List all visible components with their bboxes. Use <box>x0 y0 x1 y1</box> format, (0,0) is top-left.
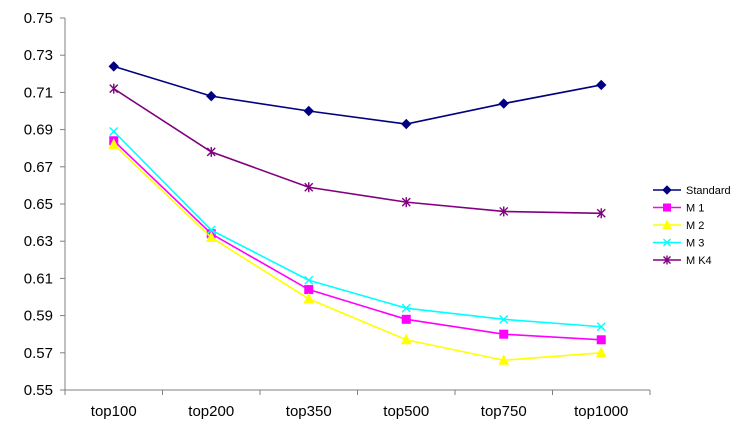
y-tick-label: 0.59 <box>24 308 53 325</box>
y-tick-label: 0.57 <box>24 345 53 362</box>
data-point-m-2 <box>205 231 217 242</box>
y-tick-label: 0.71 <box>24 84 53 101</box>
x-tick-label: top500 <box>383 403 429 420</box>
series-line-standard <box>113 65 602 125</box>
legend-label-standard: Standard <box>686 185 731 197</box>
legend-marker-standard <box>662 185 672 195</box>
data-point-m-2 <box>400 333 412 345</box>
data-point-m-k4 <box>304 182 314 193</box>
data-point-m-1 <box>304 285 314 295</box>
x-tick-label: top1000 <box>574 403 628 420</box>
data-point-standard <box>108 61 119 72</box>
data-point-m-3 <box>499 314 509 324</box>
data-point-m-2 <box>498 354 510 365</box>
data-point-m-3 <box>109 126 119 136</box>
data-point-m-1 <box>596 335 606 345</box>
data-point-standard <box>498 98 509 109</box>
x-tick-label: top100 <box>91 403 137 420</box>
legend-marker-m-1 <box>663 203 671 212</box>
data-point-m-1 <box>499 329 509 339</box>
data-point-standard <box>401 118 412 130</box>
legend-label-m-k4: M K4 <box>686 255 712 267</box>
data-point-m-k4 <box>596 208 606 219</box>
series-line-m-1 <box>113 140 602 341</box>
y-tick-label: 0.63 <box>24 233 53 250</box>
data-point-m-2 <box>303 292 315 304</box>
data-point-m-2 <box>595 346 607 358</box>
data-point-standard <box>596 79 607 91</box>
legend-marker-m-3 <box>663 238 671 247</box>
legend-label-m-1: M 1 <box>686 203 704 215</box>
data-point-m-3 <box>596 322 606 332</box>
data-point-m-k4 <box>206 146 216 157</box>
y-tick-label: 0.67 <box>24 159 53 176</box>
data-point-m-2 <box>108 138 120 149</box>
legend-marker-m-2 <box>662 219 672 229</box>
data-point-m-1 <box>401 314 411 324</box>
data-point-m-3 <box>206 225 216 235</box>
y-tick-label: 0.65 <box>24 196 53 213</box>
legend-label-m-3: M 3 <box>686 238 704 250</box>
y-tick-label: 0.75 <box>24 10 53 27</box>
data-point-m-3 <box>401 303 411 313</box>
x-tick-label: top350 <box>286 403 332 420</box>
y-tick-label: 0.69 <box>24 122 53 139</box>
series-line-m-3 <box>113 130 602 328</box>
x-tick-label: top200 <box>188 403 234 420</box>
data-point-standard <box>303 105 314 117</box>
legend-marker-m-k4 <box>663 255 671 265</box>
y-tick-label: 0.55 <box>24 382 53 399</box>
data-point-m-k4 <box>401 197 411 208</box>
data-point-m-3 <box>304 275 314 285</box>
series-line-m-k4 <box>113 88 602 215</box>
data-point-standard <box>206 90 217 102</box>
x-tick-label: top750 <box>481 403 527 420</box>
y-tick-label: 0.61 <box>24 270 53 287</box>
legend-label-m-2: M 2 <box>686 220 704 232</box>
data-point-m-k4 <box>499 206 509 217</box>
y-tick-label: 0.73 <box>24 47 53 64</box>
series-line-m-2 <box>113 143 602 362</box>
data-point-m-k4 <box>109 83 119 94</box>
